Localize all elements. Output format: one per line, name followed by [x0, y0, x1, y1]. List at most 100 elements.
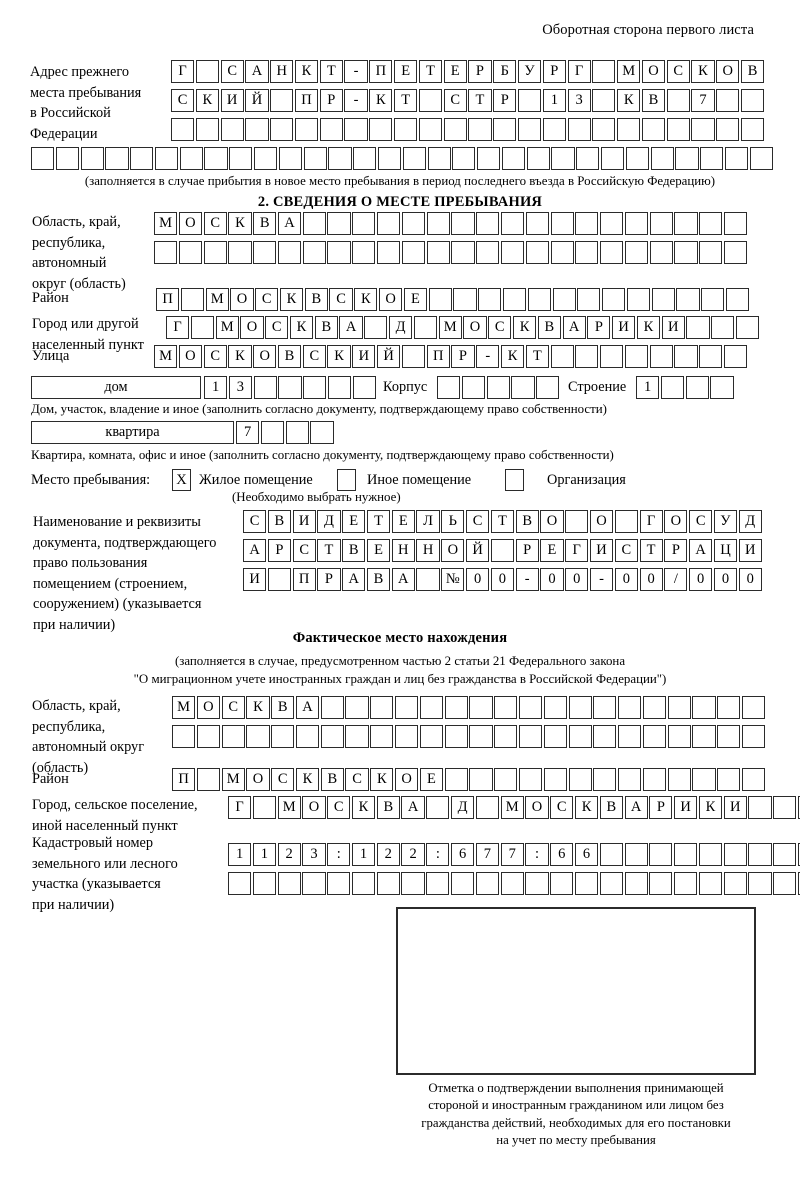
- street-cells-cell-0[interactable]: М: [154, 345, 178, 369]
- street-cells-cell-21[interactable]: [674, 345, 698, 369]
- city-cells-cell-19[interactable]: К: [636, 316, 661, 340]
- actual-region-row-1-cell-19[interactable]: [642, 696, 667, 720]
- prev-address-row-2-cell-2[interactable]: И: [220, 89, 244, 113]
- cadastral-row-1-cell-15[interactable]: [599, 843, 623, 867]
- actual-region-row-2-cell-5[interactable]: [295, 725, 320, 749]
- prev-address-row-4-cell-3[interactable]: [105, 147, 129, 171]
- actual-region-row-1-cell-15[interactable]: [543, 696, 567, 720]
- actual-district-cells-cell-22[interactable]: [717, 768, 741, 792]
- actual-region-row-1-cell-4[interactable]: В: [271, 696, 295, 720]
- document-row-1-cell-11[interactable]: В: [515, 510, 539, 534]
- actual-region-row-2-cell-13[interactable]: [494, 725, 518, 749]
- region-row-2-cell-20[interactable]: [649, 241, 673, 265]
- region-row-1-cell-8[interactable]: [352, 212, 376, 236]
- actual-city-cells-cell-2[interactable]: М: [277, 796, 301, 820]
- district-cells-cell-14[interactable]: [502, 288, 527, 312]
- cadastral-row-1-cell-5[interactable]: 1: [351, 843, 376, 867]
- actual-city-cells-cell-21[interactable]: [748, 796, 772, 820]
- actual-region-row-2-cell-8[interactable]: [370, 725, 394, 749]
- district-cells-cell-8[interactable]: К: [354, 288, 378, 312]
- prev-address-row-1-cell-19[interactable]: О: [641, 60, 666, 84]
- region-row-2-cell-14[interactable]: [500, 241, 525, 265]
- prev-address-row-4-cell-16[interactable]: [427, 147, 451, 171]
- document-row-3-cell-6[interactable]: А: [391, 568, 415, 592]
- prev-address-row-2-cell-16[interactable]: 3: [567, 89, 591, 113]
- prev-address-row-2-cell-21[interactable]: 7: [691, 89, 715, 113]
- document-row-1-cell-7[interactable]: Л: [416, 510, 440, 534]
- house-cells-cell-6[interactable]: [352, 376, 376, 400]
- city-cells-cell-7[interactable]: А: [339, 316, 363, 340]
- cadastral-row-2-cell-19[interactable]: [698, 872, 723, 896]
- document-row-3-cell-2[interactable]: П: [292, 568, 316, 592]
- document-row-2-cell-6[interactable]: Н: [391, 539, 415, 563]
- document-row-3-cell-16[interactable]: 0: [639, 568, 663, 592]
- city-cells-cell-1[interactable]: [190, 316, 214, 340]
- actual-region-row-2-cell-6[interactable]: [320, 725, 344, 749]
- actual-region-row-1-cell-13[interactable]: [494, 696, 518, 720]
- cadastral-row-1-cell-14[interactable]: 6: [574, 843, 599, 867]
- region-row-2-cell-19[interactable]: [624, 241, 649, 265]
- prev-address-row-4-cell-22[interactable]: [576, 147, 600, 171]
- region-row-2-cell-22[interactable]: [699, 241, 723, 265]
- cadastral-row-2-cell-20[interactable]: [723, 872, 747, 896]
- actual-city-cells-cell-15[interactable]: В: [599, 796, 623, 820]
- region-row-1-cell-2[interactable]: С: [203, 212, 227, 236]
- prev-address-row-3-cell-22[interactable]: [716, 118, 740, 142]
- document-row-1-cell-9[interactable]: С: [466, 510, 490, 534]
- cadastral-row-1-cell-10[interactable]: 7: [475, 843, 499, 867]
- region-row-2-cell-9[interactable]: [377, 241, 401, 265]
- prev-address-row-4-cell-21[interactable]: [551, 147, 575, 171]
- actual-district-cells-cell-19[interactable]: [642, 768, 667, 792]
- region-row-2-cell-15[interactable]: [525, 241, 549, 265]
- actual-region-row-1-cell-10[interactable]: [419, 696, 443, 720]
- actual-region-row-2-cell-2[interactable]: [221, 725, 245, 749]
- actual-region-row-1-cell-0[interactable]: М: [172, 696, 196, 720]
- document-row-2-cell-4[interactable]: В: [342, 539, 366, 563]
- prev-address-row-1-cell-5[interactable]: К: [294, 60, 319, 84]
- region-row-1-cell-10[interactable]: [401, 212, 425, 236]
- region-row-2-cell-6[interactable]: [302, 241, 326, 265]
- prev-address-row-2-cell-18[interactable]: К: [617, 89, 641, 113]
- flat-cells[interactable]: 7: [236, 421, 335, 445]
- document-row-1-cell-12[interactable]: О: [540, 510, 564, 534]
- district-cells-cell-16[interactable]: [552, 288, 576, 312]
- stroenie-cells-cell-1[interactable]: [660, 376, 684, 400]
- city-cells-cell-5[interactable]: К: [289, 316, 314, 340]
- prev-address-row-2-cell-23[interactable]: [740, 89, 765, 113]
- actual-district-cells-cell-12[interactable]: [469, 768, 493, 792]
- region-row-2-cell-3[interactable]: [228, 241, 252, 265]
- cadastral-row-1-cell-17[interactable]: [649, 843, 673, 867]
- actual-district-cells-cell-13[interactable]: [494, 768, 518, 792]
- cadastral-row-1-cell-23[interactable]: [797, 843, 800, 867]
- cadastral-row-2-cell-10[interactable]: [475, 872, 499, 896]
- city-cells-cell-6[interactable]: В: [314, 316, 338, 340]
- prev-address-row-4-cell-26[interactable]: [675, 147, 699, 171]
- cadastral-row-2-cell-3[interactable]: [302, 872, 326, 896]
- document-row-3-cell-14[interactable]: -: [589, 568, 614, 592]
- region-row-2-cell-16[interactable]: [550, 241, 574, 265]
- cadastral-row-1-cell-11[interactable]: 7: [500, 843, 524, 867]
- document-row-1-cell-17[interactable]: О: [664, 510, 688, 534]
- document-row-1-cell-1[interactable]: В: [267, 510, 291, 534]
- document-row-2-cell-5[interactable]: Е: [366, 539, 391, 563]
- actual-city-cells-cell-0[interactable]: Г: [228, 796, 252, 820]
- actual-region-row-2-cell-19[interactable]: [642, 725, 667, 749]
- cadastral-row-1-cell-19[interactable]: [698, 843, 723, 867]
- prev-address-row-2-cell-12[interactable]: Т: [468, 89, 492, 113]
- actual-region-row-1-cell-22[interactable]: [717, 696, 741, 720]
- actual-region-row-2-cell-4[interactable]: [271, 725, 295, 749]
- actual-region-row-2-cell-3[interactable]: [246, 725, 270, 749]
- document-row-3-cell-0[interactable]: И: [243, 568, 267, 592]
- prev-address-row-1-cell-14[interactable]: У: [517, 60, 542, 84]
- city-cells-cell-16[interactable]: А: [562, 316, 586, 340]
- actual-city-cells-cell-12[interactable]: О: [525, 796, 549, 820]
- document-row-2-cell-20[interactable]: И: [738, 539, 762, 563]
- district-cells-cell-2[interactable]: М: [205, 288, 229, 312]
- document-row-1-cell-8[interactable]: Ь: [441, 510, 465, 534]
- korpus-cells-cell-1[interactable]: [461, 376, 485, 400]
- prev-address-row-3-cell-17[interactable]: [592, 118, 616, 142]
- prev-address-row-3-cell-16[interactable]: [567, 118, 591, 142]
- actual-region-row-1-cell-1[interactable]: О: [196, 696, 220, 720]
- actual-city-cells-cell-8[interactable]: [426, 796, 450, 820]
